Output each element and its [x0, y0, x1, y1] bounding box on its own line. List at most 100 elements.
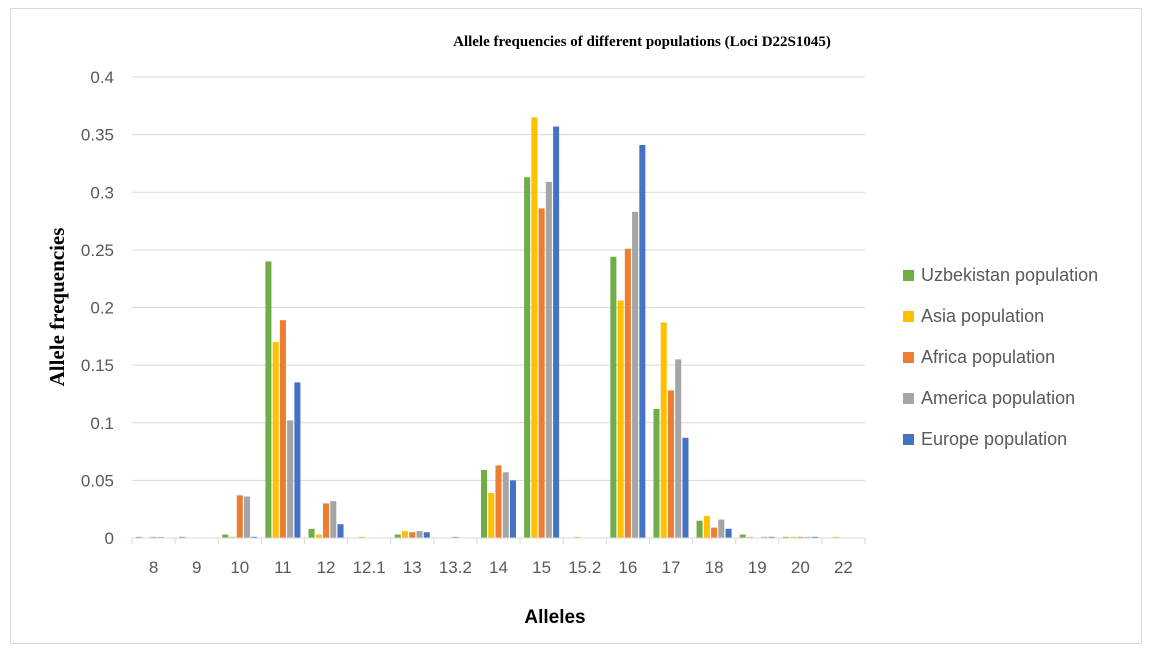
- legend-label: Uzbekistan population: [921, 265, 1099, 285]
- bar: [553, 126, 560, 539]
- bar: [797, 536, 804, 538]
- x-tick-label: 22: [834, 558, 853, 577]
- legend-swatch: [903, 352, 914, 363]
- bar: [524, 177, 531, 538]
- bar: [136, 536, 143, 538]
- y-tick-labels: 0 0.05 0.1 0.15 0.2 0.25 0.3 0.35 0.4: [81, 68, 114, 548]
- bar: [667, 390, 674, 538]
- x-tick-label: 11: [274, 558, 292, 577]
- bar: [315, 534, 322, 538]
- y-tick-label: 0.35: [81, 126, 114, 145]
- bar: [624, 248, 631, 538]
- x-tick-label: 20: [791, 558, 810, 577]
- y-axis-title: Allele frequencies: [45, 228, 69, 387]
- bar: [675, 359, 682, 538]
- y-tick-label: 0.25: [81, 241, 114, 260]
- legend-swatch: [903, 311, 914, 322]
- bar: [480, 470, 488, 538]
- legend: Uzbekistan population Asia population Afri…: [903, 255, 1098, 460]
- bar: [150, 536, 157, 538]
- bar: [265, 261, 272, 538]
- bar: [761, 536, 768, 538]
- x-tick-label: 9: [192, 558, 201, 577]
- bar: [229, 536, 236, 538]
- x-tick-label: 15.2: [568, 558, 601, 577]
- bar: [653, 408, 660, 538]
- bar: [222, 534, 229, 538]
- bar: [272, 342, 279, 538]
- bar: [632, 211, 639, 538]
- gridlines: [132, 76, 865, 481]
- bar: [287, 420, 294, 538]
- x-axis-title: Alleles: [524, 607, 585, 628]
- bar: [682, 437, 689, 538]
- legend-swatch: [903, 434, 914, 445]
- bar: [703, 516, 710, 538]
- bar: [409, 532, 416, 538]
- bar: [236, 495, 243, 538]
- bar: [179, 536, 186, 538]
- bar: [244, 496, 251, 538]
- y-tick-label: 0.2: [90, 299, 114, 318]
- bar: [251, 536, 258, 538]
- bar: [746, 536, 753, 538]
- bar: [725, 528, 732, 538]
- x-tick-label: 13: [403, 558, 422, 577]
- legend-swatch: [903, 393, 914, 404]
- legend-label: Asia population: [921, 306, 1045, 326]
- bar: [610, 256, 617, 538]
- bar: [790, 536, 797, 538]
- bar: [423, 532, 430, 538]
- bar: [804, 536, 811, 538]
- legend-swatch: [903, 270, 914, 281]
- bar: [401, 531, 409, 538]
- y-tick-label: 0.4: [90, 68, 114, 87]
- y-tick-label: 0.3: [90, 183, 114, 202]
- x-tick-label: 19: [748, 558, 767, 577]
- bar: [531, 117, 538, 539]
- legend-item: Uzbekistan population: [903, 255, 1098, 296]
- bar: [452, 536, 459, 538]
- x-tick-label: 16: [618, 558, 637, 577]
- x-tick-label: 15: [532, 558, 551, 577]
- bar: [358, 536, 365, 538]
- bar: [330, 501, 337, 538]
- bar: [574, 536, 581, 538]
- x-tick-label: 8: [149, 558, 158, 577]
- bar: [279, 320, 286, 538]
- x-axis: [131, 537, 866, 544]
- legend-item: Europe population: [903, 419, 1098, 460]
- bar: [718, 519, 725, 538]
- y-tick-label: 0.05: [81, 471, 114, 490]
- bars: [136, 117, 840, 539]
- chart-title: Allele frequencies of different populati…: [453, 34, 831, 50]
- bar: [782, 536, 789, 538]
- legend-item: America population: [903, 378, 1098, 419]
- bar: [739, 534, 746, 538]
- x-tick-label: 12: [317, 558, 336, 577]
- bar: [696, 520, 703, 538]
- x-tick-label: 12.1: [353, 558, 386, 577]
- bar: [509, 480, 517, 538]
- bar: [502, 472, 509, 538]
- bar: [495, 465, 502, 538]
- legend-label: America population: [921, 388, 1076, 408]
- bar: [639, 144, 646, 538]
- y-tick-label: 0.1: [90, 414, 114, 433]
- bar: [323, 503, 330, 538]
- bar: [416, 531, 423, 538]
- bar: [394, 534, 401, 538]
- bar: [711, 527, 718, 538]
- x-tick-labels: 8 9 10 11 12 12.1 13 13.2 14 15 15.2 16 17 18 19 20 22: [149, 558, 853, 577]
- bar: [660, 322, 667, 538]
- x-tick-label: 14: [489, 558, 508, 577]
- bar: [768, 536, 775, 538]
- bar: [833, 536, 840, 538]
- bar: [294, 382, 301, 538]
- bar: [337, 524, 344, 538]
- legend-item: Asia population: [903, 296, 1098, 337]
- bar: [157, 536, 164, 538]
- bar: [538, 208, 545, 538]
- bar: [545, 181, 552, 538]
